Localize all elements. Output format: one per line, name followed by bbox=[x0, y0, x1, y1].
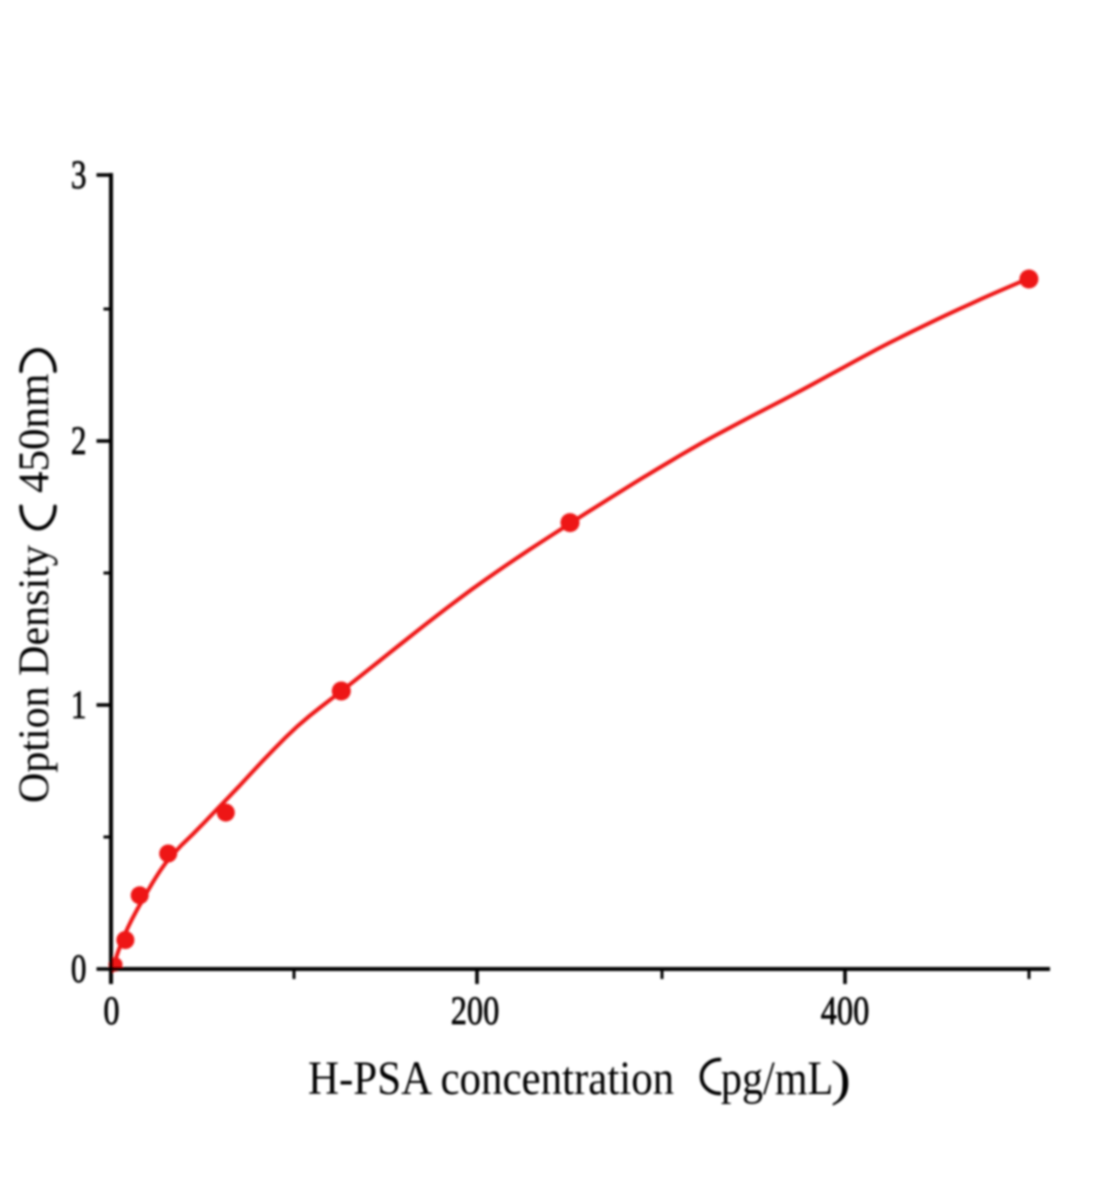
svg-text:1: 1 bbox=[71, 683, 87, 728]
svg-text:400: 400 bbox=[821, 989, 870, 1033]
svg-text:200: 200 bbox=[451, 989, 500, 1033]
svg-text:pg/mL: pg/mL bbox=[721, 1051, 833, 1104]
svg-text:2: 2 bbox=[71, 419, 87, 464]
svg-text:Option Density: Option Density bbox=[11, 544, 59, 803]
svg-text:450nm: 450nm bbox=[11, 374, 58, 493]
svg-text:): ) bbox=[831, 1051, 851, 1107]
svg-text:3: 3 bbox=[71, 153, 87, 198]
svg-text:H-PSA concentration: H-PSA concentration bbox=[308, 1051, 674, 1105]
svg-text:0: 0 bbox=[103, 989, 119, 1033]
svg-text:0: 0 bbox=[71, 947, 87, 992]
